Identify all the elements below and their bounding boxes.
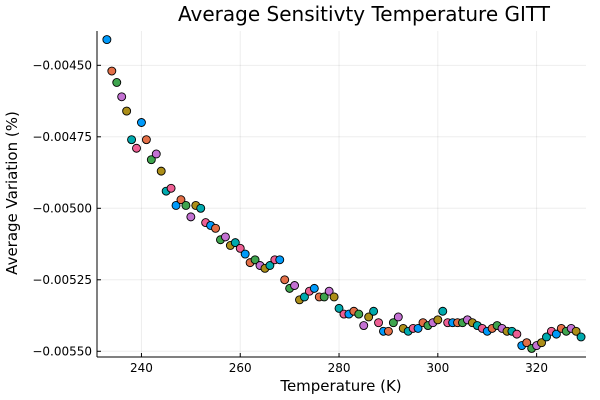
data-point [181,200,191,210]
data-point [117,92,127,102]
data-point [235,243,245,253]
data-point [319,292,329,302]
data-point [250,255,260,265]
y-tick-label: −0.00550 [32,344,92,358]
data-point [413,323,423,333]
data-point [122,106,132,116]
data-point [359,321,369,330]
data-point [151,149,161,159]
data-point [280,275,290,285]
chart-title: Average Sensitivty Temperature GITT [178,2,551,26]
data-point [156,166,166,176]
data-point [374,318,383,328]
x-tick-label: 260 [229,361,252,375]
data-point [230,238,240,248]
data-point [433,315,443,325]
data-point [102,35,112,45]
data-point [265,261,275,270]
y-tick-label: −0.00500 [32,201,92,215]
data-point [211,223,220,233]
x-tick-label: 300 [426,361,449,375]
data-point [275,255,285,265]
data-point [383,326,393,336]
data-point [388,318,398,328]
data-point [329,292,339,302]
data-point [290,281,300,290]
y-tick-label: −0.00450 [32,58,92,72]
data-point [334,303,344,313]
data-point [196,203,206,213]
data-point [537,338,546,348]
data-point [354,309,364,319]
x-tick-label: 280 [328,361,351,375]
data-point [551,329,561,339]
y-axis-ticks: −0.00450 −0.00475 −0.00500 −0.00525 −0.00550 [32,58,101,358]
plot-frame [96,31,586,358]
data-point [309,283,319,293]
data-point [438,306,448,316]
data-point [393,312,403,322]
data-point [186,212,196,222]
data-point [512,329,522,339]
data-point [112,78,122,87]
data-point [132,143,141,153]
data-point [369,306,379,316]
x-axis-label: Temperature (K) [279,377,401,395]
data-point [127,135,137,145]
data-point [220,232,230,242]
data-point [171,200,181,210]
data-point [107,66,117,76]
x-tick-label: 320 [525,361,548,375]
data-point [166,183,176,193]
data-point [300,292,309,302]
y-tick-label: −0.00525 [32,273,92,287]
data-point [542,332,551,342]
data-point [364,312,374,322]
data-point [240,249,250,259]
x-axis-ticks: 240 260 280 300 320 [130,353,548,375]
data-point [571,326,581,336]
data-point [176,195,186,205]
data-point [141,135,151,145]
y-axis-label: Average Variation (%) [3,111,21,275]
data-point [522,338,532,348]
data-point [137,118,146,127]
data-point [576,332,586,342]
grid [97,31,586,357]
data-point [146,155,156,165]
x-tick-label: 240 [130,361,153,375]
data-points [102,35,586,353]
data-point [324,286,334,296]
y-tick-label: −0.00475 [32,130,92,144]
